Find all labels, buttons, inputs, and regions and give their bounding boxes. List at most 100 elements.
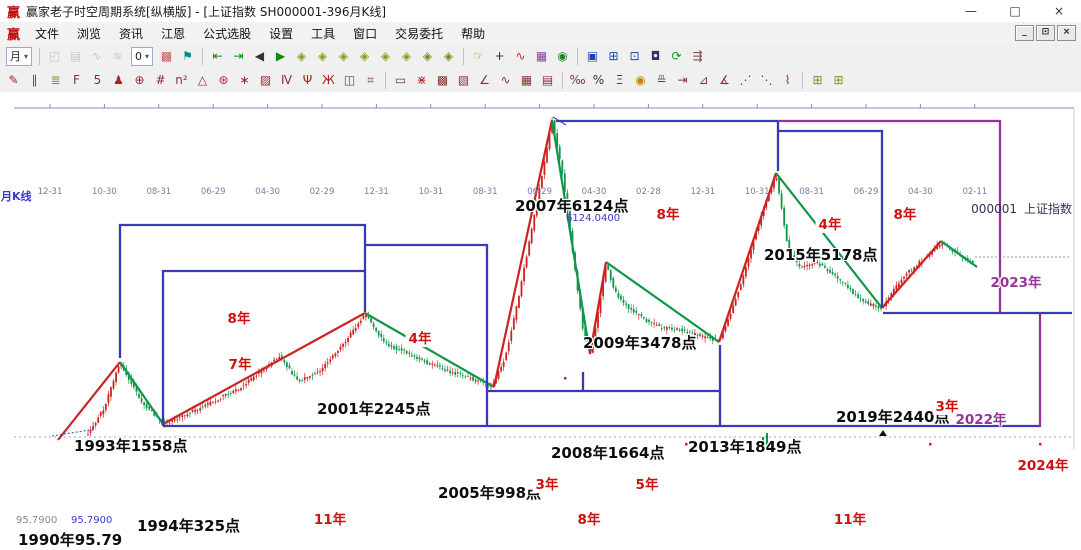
gann-diamond-8-icon[interactable]: ◈ — [439, 46, 458, 66]
zigzag-alert-icon[interactable]: ∿ — [511, 46, 530, 66]
permille-tool[interactable]: ‰ — [568, 70, 587, 90]
maximize-button[interactable]: □ — [1009, 4, 1021, 18]
zigzag-alert-icon-glyph: ∿ — [515, 49, 526, 63]
next-bar-icon[interactable]: ▶ — [271, 46, 290, 66]
panel-stats-icon[interactable]: ▦ — [532, 46, 551, 66]
five-wave-tool[interactable]: 5 — [88, 70, 107, 90]
golden-circle-tool[interactable]: ◉ — [631, 70, 650, 90]
gann-diamond-2-icon[interactable]: ◈ — [313, 46, 332, 66]
menu-item-0[interactable]: 文件 — [35, 26, 60, 41]
keyboard-icon[interactable]: ⊡ — [625, 46, 644, 66]
crosshair-tool[interactable]: + — [490, 46, 509, 66]
axis-date-label: 12-31 — [364, 187, 389, 197]
percent-tool[interactable]: % — [589, 70, 608, 90]
figure-tool[interactable]: ♟ — [109, 70, 128, 90]
menu-item-7[interactable]: 窗口 — [353, 26, 378, 41]
menu-item-4[interactable]: 公式选股 — [203, 26, 252, 41]
wave-double-icon[interactable]: ≋ — [108, 46, 127, 66]
gann-diamond-5-icon[interactable]: ◈ — [376, 46, 395, 66]
calendar-icon[interactable]: ▣ — [583, 46, 602, 66]
zero-spinner[interactable]: 0 ▾ — [131, 46, 154, 66]
gann-diamond-1-icon[interactable]: ◈ — [292, 46, 311, 66]
triangle-marker — [879, 430, 887, 436]
square-n-tool[interactable]: n² — [172, 70, 191, 90]
measure-tool[interactable]: ≞ — [652, 70, 671, 90]
diag-square-tool-glyph: ▧ — [457, 73, 470, 87]
menu-item-2[interactable]: 资讯 — [119, 26, 144, 41]
rect-tool[interactable]: ▭ — [391, 70, 410, 90]
diag-square-tool[interactable]: ▧ — [454, 70, 473, 90]
parallel-lines-tool[interactable]: ∥ — [25, 70, 44, 90]
mdi-minimize-button[interactable]: _ — [1015, 25, 1034, 41]
skip-last-icon[interactable]: ⇥ — [229, 46, 248, 66]
prev-bar-icon[interactable]: ◀ — [250, 46, 269, 66]
flag-chart-icon[interactable]: ⚑ — [178, 46, 197, 66]
period-dropdown[interactable]: 月 ▾ — [6, 46, 33, 66]
shade-tool[interactable]: ▨ — [256, 70, 275, 90]
mdi-close-button[interactable]: × — [1057, 25, 1076, 41]
angle-tool[interactable]: ∠ — [475, 70, 494, 90]
mdi-restore-button[interactable]: ⊡ — [1036, 25, 1055, 41]
calculator-icon[interactable]: ⊞ — [604, 46, 623, 66]
minimize-button[interactable]: — — [965, 4, 977, 18]
star-tool[interactable]: ∗ — [235, 70, 254, 90]
triangle-tool[interactable]: △ — [193, 70, 212, 90]
gann-diamond-7-icon[interactable]: ◈ — [418, 46, 437, 66]
fibonacci-tool[interactable]: F — [67, 70, 86, 90]
grid-pane-2-tool[interactable]: ⊞ — [829, 70, 848, 90]
lines-square-tool[interactable]: ▤ — [538, 70, 557, 90]
hand-tool[interactable]: ☞ — [469, 46, 488, 66]
hash-lines-tool[interactable]: # — [151, 70, 170, 90]
zero-spinner-glyph: 0 — [135, 49, 143, 63]
toolbar-separator — [463, 47, 465, 65]
skip-first-icon[interactable]: ⇤ — [208, 46, 227, 66]
squiggle-tool[interactable]: ⌇ — [778, 70, 797, 90]
circle-cross-tool[interactable]: ⊕ — [130, 70, 149, 90]
save-icon[interactable]: ◘ — [646, 46, 665, 66]
gann-grid-tool[interactable]: ≣ — [46, 70, 65, 90]
refresh-icon[interactable]: ⟳ — [667, 46, 686, 66]
symbol-code: 000001 — [971, 202, 1017, 216]
rising-slope-tool[interactable]: ⋰ — [736, 70, 755, 90]
menu-item-1[interactable]: 浏览 — [77, 26, 102, 41]
wave-small-icon[interactable]: ∿ — [87, 46, 106, 66]
pattern-box-icon[interactable]: ▩ — [157, 46, 176, 66]
right-triangle-tool[interactable]: ⊿ — [694, 70, 713, 90]
falling-slope-tool[interactable]: ⋱ — [757, 70, 776, 90]
hatch-square-tool[interactable]: ▩ — [433, 70, 452, 90]
measured-angle-tool[interactable]: ∡ — [715, 70, 734, 90]
cycle-search-icon[interactable]: ◉ — [553, 46, 572, 66]
menu-item-5[interactable]: 设置 — [269, 26, 294, 41]
psi-tool[interactable]: Ψ — [298, 70, 317, 90]
target-tool[interactable]: ⊛ — [214, 70, 233, 90]
pen-tool[interactable]: ✎ — [4, 70, 23, 90]
grid-hash-tool[interactable]: ⌗ — [361, 70, 380, 90]
axis-date-label: 02-28 — [636, 187, 661, 197]
grid-square-tool[interactable]: ▦ — [517, 70, 536, 90]
square-n-tool-glyph: n² — [175, 73, 188, 87]
gann-diamond-6-icon[interactable]: ◈ — [397, 46, 416, 66]
chart-canvas[interactable] — [0, 92, 1081, 449]
report-icon[interactable]: ▤ — [66, 46, 85, 66]
level-tool[interactable]: Ξ — [610, 70, 629, 90]
export-icon[interactable]: ⇶ — [688, 46, 707, 66]
window-tool[interactable]: ◫ — [340, 70, 359, 90]
prev-bar-icon-glyph: ◀ — [254, 49, 265, 63]
shift-tool[interactable]: ⇥ — [673, 70, 692, 90]
star-grid-tool[interactable]: Ж — [319, 70, 338, 90]
point-label-2005: 2005年998点 — [438, 484, 542, 502]
close-button[interactable]: × — [1053, 4, 1065, 18]
menu-item-9[interactable]: 帮助 — [461, 26, 486, 41]
menu-item-6[interactable]: 工具 — [311, 26, 336, 41]
gann-diamond-3-icon[interactable]: ◈ — [334, 46, 353, 66]
roman-four-tool[interactable]: Ⅳ — [277, 70, 296, 90]
menu-item-8[interactable]: 交易委托 — [395, 26, 444, 41]
gann-diamond-4-icon[interactable]: ◈ — [355, 46, 374, 66]
period-label-1994-2001: 7年 — [225, 353, 255, 373]
overlay-icon[interactable]: ◰ — [45, 46, 64, 66]
wave-tool[interactable]: ∿ — [496, 70, 515, 90]
candlesticks — [87, 117, 974, 436]
menu-item-3[interactable]: 江恩 — [161, 26, 186, 41]
grid-pane-tool[interactable]: ⊞ — [808, 70, 827, 90]
rays-tool[interactable]: ⋇ — [412, 70, 431, 90]
